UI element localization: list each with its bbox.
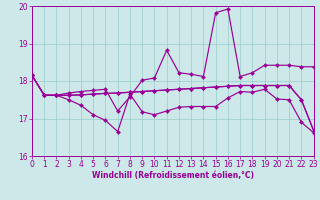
X-axis label: Windchill (Refroidissement éolien,°C): Windchill (Refroidissement éolien,°C) — [92, 171, 254, 180]
